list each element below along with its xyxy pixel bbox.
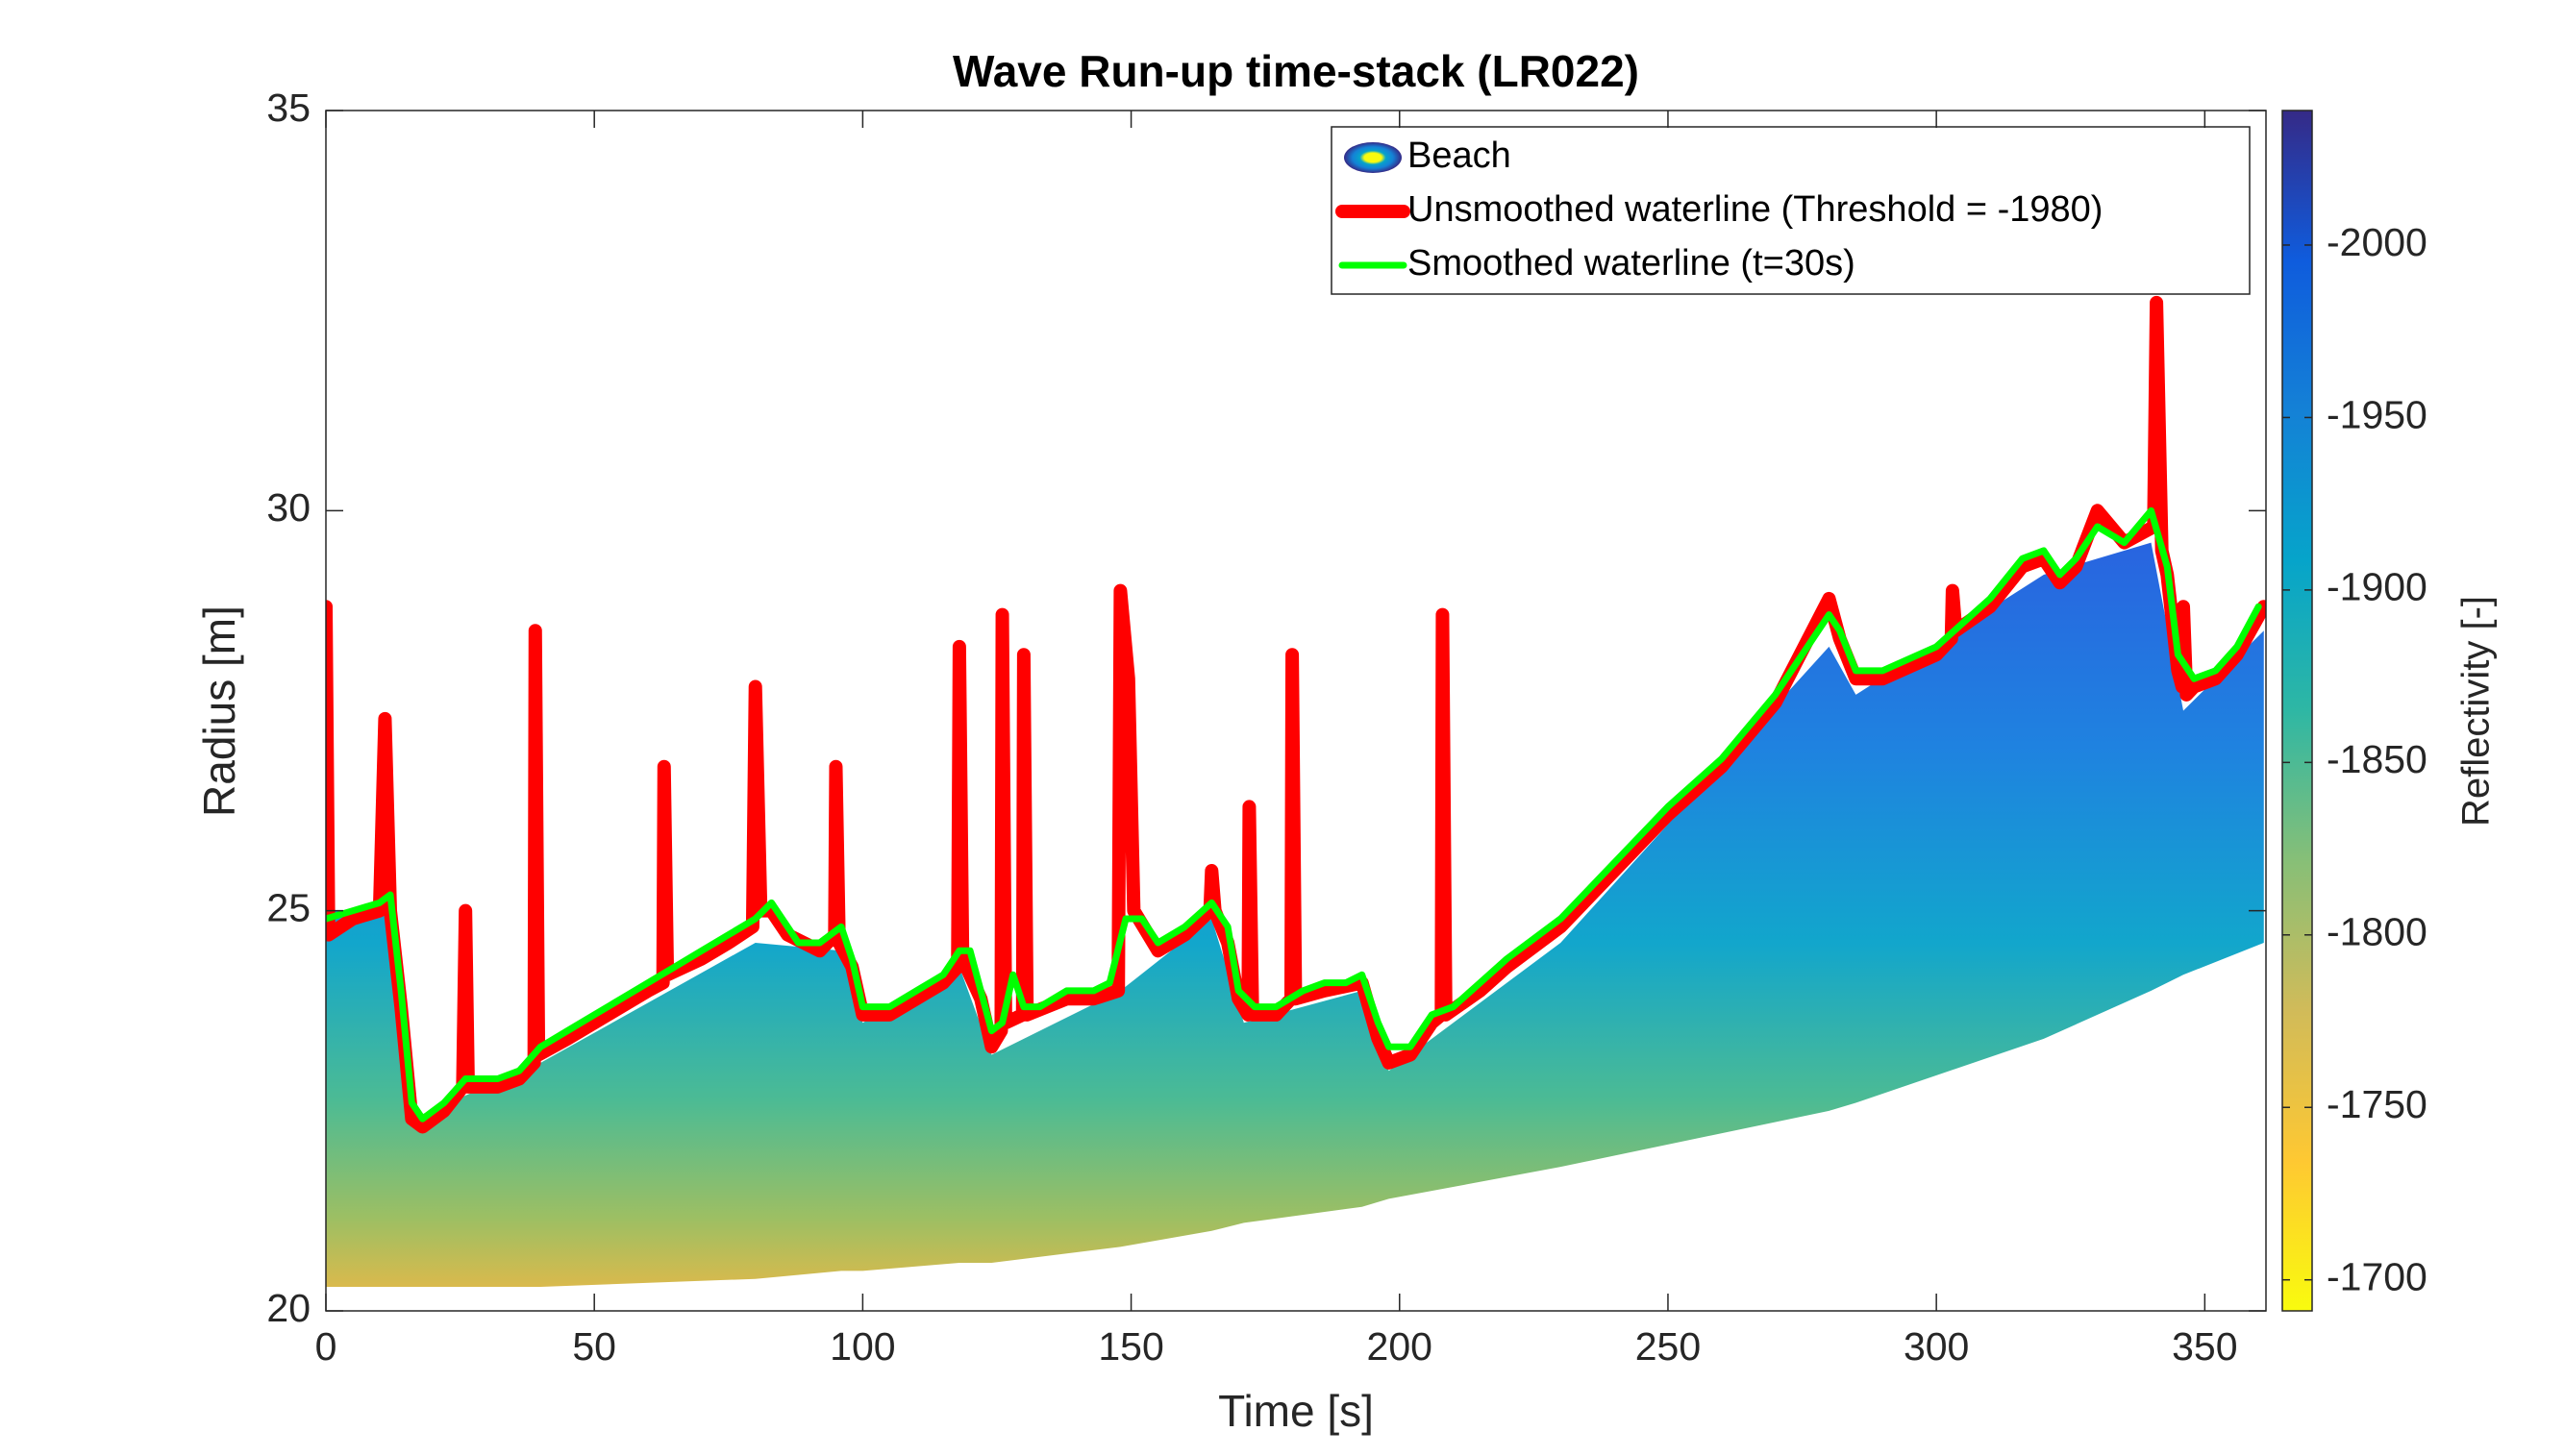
x-tick-label: 150 (1098, 1324, 1163, 1369)
y-axis-label: Radius [m] (194, 605, 244, 817)
chart-title: Wave Run-up time-stack (LR022) (953, 46, 1639, 96)
waterline (326, 506, 2262, 1123)
y-tick-label: 20 (266, 1286, 311, 1330)
colorbar-tick-label: -1900 (2327, 565, 2427, 609)
colorbar-tick-label: -1950 (2327, 392, 2427, 436)
legend-box (1331, 126, 2251, 295)
beach-area (326, 542, 2264, 1288)
colorbar-label: Reflectivity [-] (2455, 596, 2498, 827)
plot-layer (326, 295, 2266, 1288)
legend-label: Smoothed waterline (t=30s) (1407, 243, 1855, 284)
y-tick-label: 35 (266, 86, 311, 130)
x-axis-label: Time [s] (1218, 1386, 1374, 1436)
legend: Beach Unsmoothed waterline (Threshold = -… (1331, 126, 2251, 295)
colorbar (2281, 110, 2313, 1312)
y-tick-label: 25 (266, 885, 311, 929)
x-tick-label: 250 (1635, 1324, 1701, 1369)
x-tick-label: 200 (1367, 1324, 1432, 1369)
legend-swatch (1344, 142, 1402, 173)
x-tick-label: 300 (1904, 1324, 1969, 1369)
colorbar-tick-label: -1850 (2327, 737, 2427, 781)
x-tick-label: 350 (2172, 1324, 2237, 1369)
colorbar-tick-label: -1750 (2327, 1082, 2427, 1126)
x-tick-label: 100 (830, 1324, 895, 1369)
x-tick-label: 0 (315, 1324, 337, 1369)
y-tick-label: 30 (266, 485, 311, 530)
colorbar-tick-label: -1800 (2327, 910, 2427, 954)
x-tick-label: 50 (572, 1324, 616, 1369)
colorbar-tick-label: -1700 (2327, 1255, 2427, 1299)
colorbar-tick-label: -2000 (2327, 220, 2427, 264)
legend-label: Unsmoothed waterline (Threshold = -1980) (1407, 189, 2103, 230)
axes-frame (325, 110, 2267, 1312)
legend-label: Beach (1407, 136, 1511, 176)
